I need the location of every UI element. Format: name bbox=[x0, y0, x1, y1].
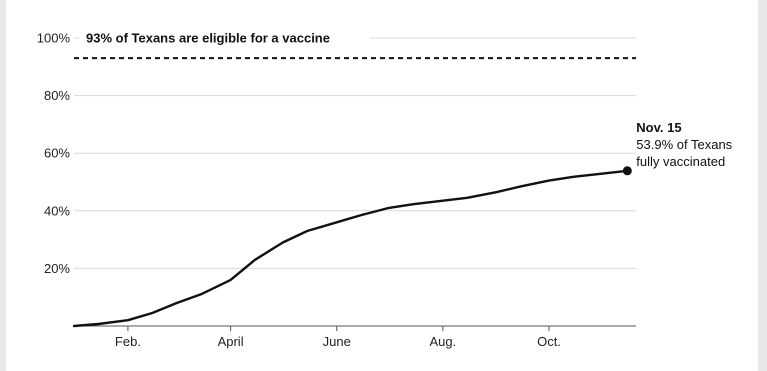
y-tick-label: 80% bbox=[44, 88, 70, 103]
endpoint-date-label: Nov. 15 bbox=[636, 120, 681, 135]
x-tick-labels: Feb. April June Aug. Oct. bbox=[115, 326, 561, 349]
grid-lines bbox=[74, 37, 636, 269]
reference-label-background bbox=[80, 29, 370, 47]
vaccinated-series-line bbox=[72, 169, 629, 328]
x-tick-label: Feb. bbox=[115, 334, 141, 349]
x-tick-label: Aug. bbox=[429, 334, 456, 349]
x-tick-label: April bbox=[218, 334, 244, 349]
endpoint-marker bbox=[622, 166, 632, 176]
y-tick-label: 20% bbox=[44, 261, 70, 276]
y-tick-label: 40% bbox=[44, 203, 70, 218]
endpoint-value-label: 53.9% of Texans bbox=[636, 137, 732, 152]
reference-line-label: 93% of Texans are eligible for a vaccine bbox=[86, 31, 330, 46]
y-tick-label: 100% bbox=[37, 31, 71, 46]
x-tick-label: Oct. bbox=[537, 334, 561, 349]
endpoint-description-label: fully vaccinated bbox=[636, 154, 725, 169]
x-tick-label: June bbox=[323, 334, 351, 349]
y-tick-label: 60% bbox=[44, 146, 70, 161]
y-tick-labels: 20% 40% 60% 80% 100% bbox=[37, 31, 71, 276]
